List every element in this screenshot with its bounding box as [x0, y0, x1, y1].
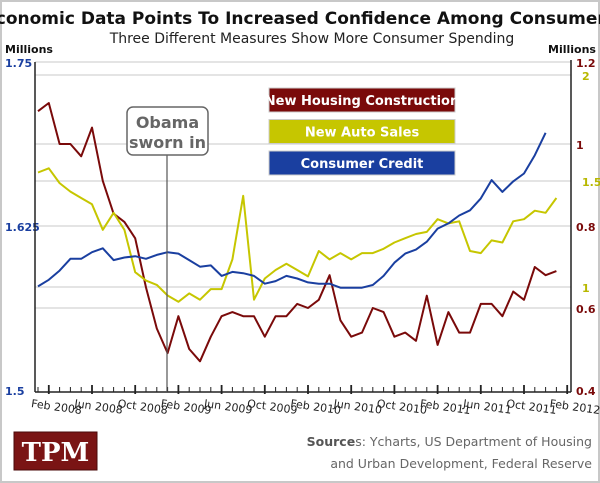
- annotation-line1: Obama: [136, 113, 199, 132]
- chart-subtitle: Three Different Measures Show More Consu…: [109, 31, 515, 47]
- series-line-new-auto-sales: [37, 167, 558, 303]
- legend: New Housing Construction New Auto Sales Co…: [265, 87, 460, 176]
- legend-swatch: [268, 119, 456, 144]
- right-yellow-tick-label: 1.5: [582, 176, 600, 189]
- annotation-box: [126, 106, 209, 156]
- left-axis-unit: Millions: [5, 43, 53, 56]
- legend-label: Consumer Credit: [301, 157, 424, 172]
- legend-label: New Housing Construction: [265, 94, 460, 109]
- sources-bold: Source: [307, 434, 356, 449]
- series-line-new-housing-construction: [37, 102, 557, 363]
- series-line-consumer-credit: [37, 132, 547, 289]
- obama-annotation: Obama sworn in: [126, 106, 209, 392]
- right-red-tick-label: 0.6: [576, 303, 596, 316]
- sources-line1: Sources: Ycharts, US Department of Housi…: [307, 434, 592, 449]
- right-red-tick-label: 1.2: [576, 57, 596, 70]
- logo-text: TPM: [22, 438, 90, 468]
- right-red-tick-label: 0.4: [576, 385, 596, 398]
- tpm-logo: TPM: [13, 431, 98, 471]
- right-red-tick-label: 0.8: [576, 221, 596, 234]
- legend-swatch: [268, 87, 456, 113]
- left-tick-label: 1.625: [5, 221, 40, 234]
- logo-box: [13, 431, 98, 471]
- right-yellow-tick-label: 1: [582, 282, 590, 295]
- right-yellow-tick-label: 2: [582, 70, 590, 83]
- sources-rest: s: Ycharts, US Department of Housing: [355, 434, 592, 449]
- left-tick-label: 1.75: [5, 57, 32, 70]
- right-axis-unit: Millions: [548, 43, 596, 56]
- left-tick-label: 1.5: [5, 385, 25, 398]
- right-red-tick-label: 1: [576, 139, 584, 152]
- legend-swatch: [268, 150, 456, 176]
- chart-title: Economic Data Points To Increased Confid…: [0, 9, 600, 29]
- annotation-line2: sworn in: [129, 133, 206, 152]
- x-tick-label: Feb 2012: [549, 397, 600, 417]
- sources-line2: and Urban Development, Federal Reserve: [330, 456, 592, 471]
- legend-label: New Auto Sales: [305, 126, 420, 141]
